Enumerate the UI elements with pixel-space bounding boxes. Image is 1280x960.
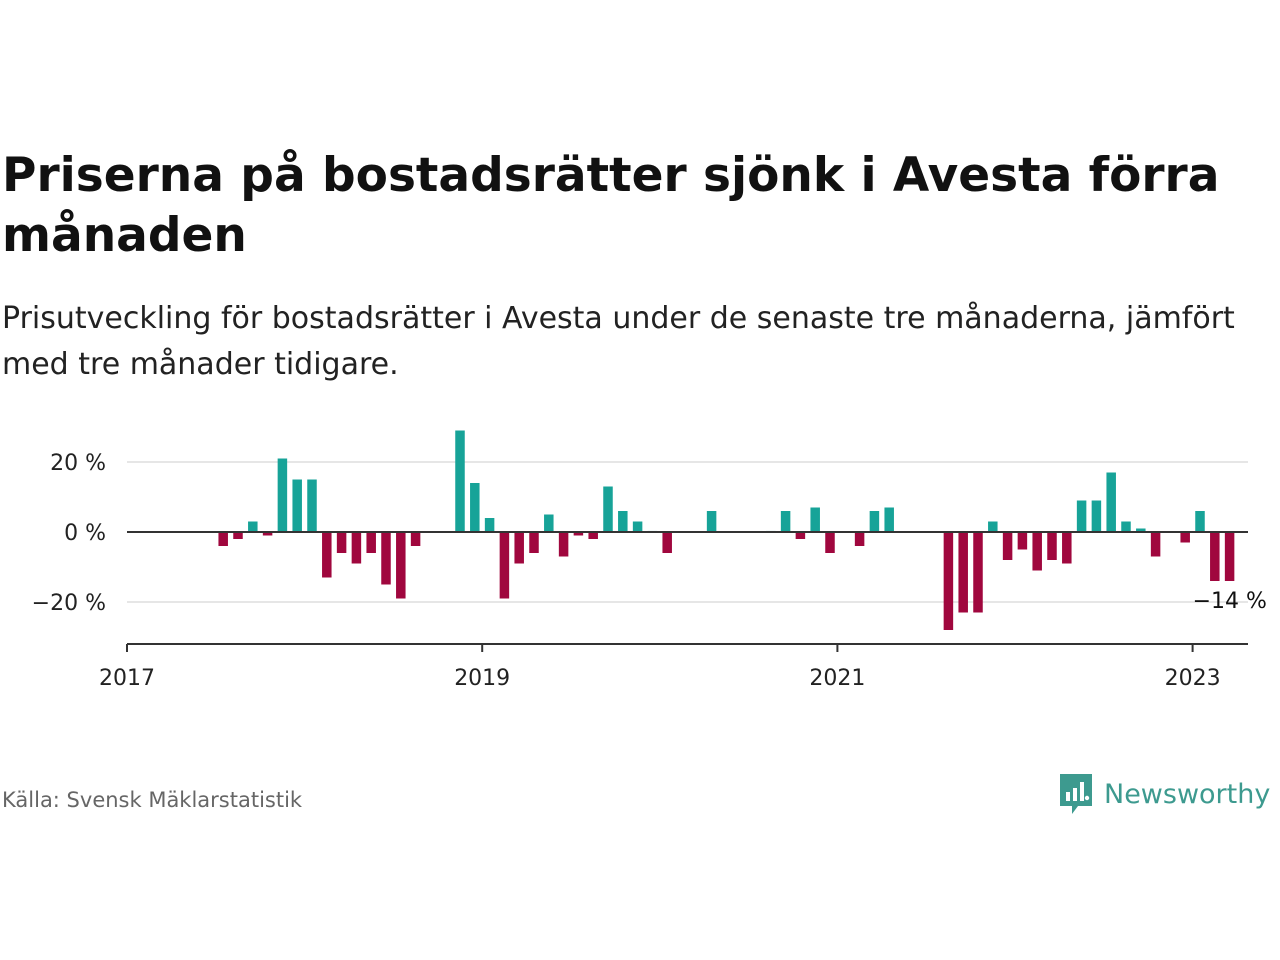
bar-2022-01 (1017, 532, 1028, 550)
bar-2023-03 (1224, 532, 1235, 581)
bar-2018-05 (366, 532, 376, 553)
brand-logo: Newsworthy (1058, 772, 1270, 816)
bar-2017-12 (292, 479, 302, 532)
source-note: Källa: Svensk Mäklarstatistik (2, 788, 303, 812)
bar-2017-11 (277, 458, 288, 532)
chart-title: Priserna på bostadsrätter sjönk i Avesta… (2, 148, 1220, 263)
chart-subtitle: Prisutveckling för bostadsrätter i Avest… (2, 301, 1235, 382)
bar-2019-03 (514, 532, 524, 564)
bar-2019-08 (588, 532, 598, 539)
axes (126, 531, 1248, 652)
bar-2017-07 (218, 532, 228, 546)
y-tick-label: 0 % (64, 521, 106, 546)
x-tick-label: 2021 (809, 666, 865, 691)
bar-2019-11 (632, 521, 643, 532)
y-tick-label: −20 % (32, 591, 106, 616)
brand-name: Newsworthy (1104, 778, 1271, 810)
bar-2021-10 (973, 532, 983, 613)
bar-2018-04 (351, 532, 362, 564)
bar-2019-04 (529, 532, 539, 553)
bar-2020-09 (780, 511, 791, 532)
bar-2019-06 (558, 532, 569, 557)
x-tick-label: 2019 (454, 666, 510, 691)
x-tick-label: 2017 (99, 666, 155, 691)
bar-2020-01 (662, 532, 672, 553)
bar-2022-09 (1136, 528, 1146, 532)
bar-chart-speech-bubble-icon (1060, 774, 1092, 814)
last-value-label: −14 % (1193, 589, 1267, 614)
bar-2023-01 (1195, 511, 1205, 532)
bar-2018-07 (396, 532, 406, 599)
bar-2022-06 (1091, 500, 1102, 532)
bar-2018-03 (336, 532, 347, 553)
bar-2018-02 (322, 532, 332, 578)
axis-labels: 20 % 0 % −20 % 2017 2019 2021 2023 −14 % (32, 451, 1267, 691)
bar-2021-02 (854, 532, 865, 546)
bar-2020-10 (795, 532, 806, 539)
bar-2022-04 (1062, 532, 1072, 564)
bar-2022-12 (1180, 532, 1190, 543)
bar-2021-08 (943, 532, 954, 630)
bar-2022-02 (1032, 532, 1042, 571)
bar-2019-01 (484, 518, 495, 532)
bar-2020-11 (810, 507, 820, 532)
bar-2020-12 (825, 532, 835, 553)
bar-2020-04 (706, 511, 717, 532)
bar-chart: 20 % 0 % −20 % 2017 2019 2021 2023 −14 % (32, 430, 1267, 691)
bar-2021-11 (988, 521, 998, 532)
bar-2018-12 (470, 483, 480, 532)
bar-2019-10 (618, 511, 628, 532)
bar-2019-09 (603, 486, 613, 532)
bar-2021-12 (1002, 532, 1013, 560)
bar-2022-03 (1047, 532, 1057, 560)
bars (218, 430, 1235, 630)
bar-2018-06 (381, 532, 391, 585)
bar-2021-04 (884, 507, 894, 532)
bar-2022-08 (1121, 521, 1131, 532)
bar-2018-11 (455, 430, 465, 532)
y-tick-label: 20 % (50, 451, 106, 476)
bar-2019-02 (499, 532, 510, 599)
bar-2021-09 (958, 532, 968, 613)
bar-2022-07 (1106, 472, 1116, 532)
bar-2019-07 (573, 532, 584, 536)
grid-lines (127, 461, 1248, 603)
x-tick-label: 2023 (1165, 666, 1221, 691)
bar-2022-05 (1076, 500, 1087, 532)
bar-2017-10 (262, 532, 273, 536)
bar-2023-02 (1210, 532, 1220, 581)
bar-2019-05 (544, 514, 554, 532)
bar-2018-01 (307, 479, 317, 532)
bar-2017-09 (248, 521, 258, 532)
bar-2017-08 (233, 532, 243, 539)
bar-2018-08 (410, 532, 421, 546)
bar-2021-03 (869, 511, 880, 532)
bar-2022-10 (1150, 532, 1161, 557)
